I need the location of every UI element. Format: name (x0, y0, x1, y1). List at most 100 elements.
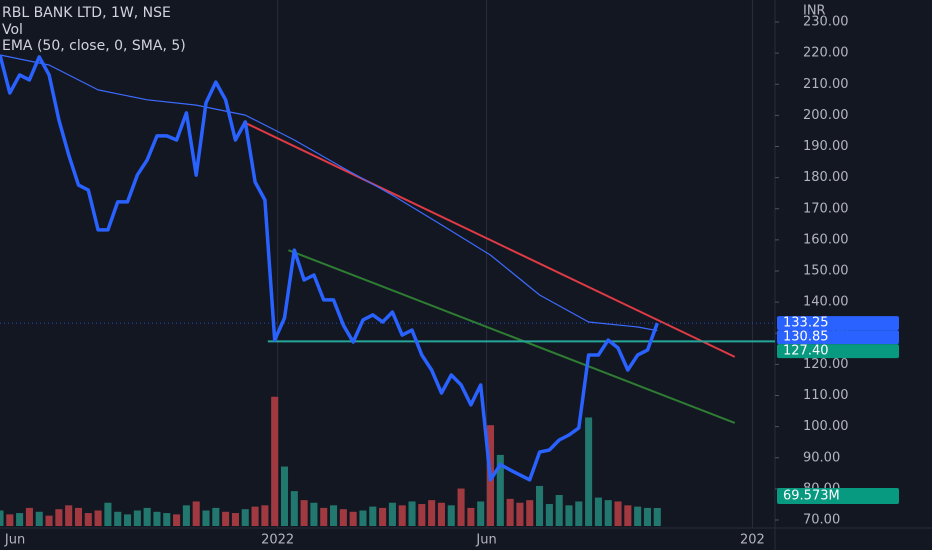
volume-bar (16, 513, 24, 526)
volume-bar (565, 505, 573, 526)
volume-bar (536, 485, 544, 526)
volume-bar (320, 507, 328, 526)
unit-label: INR (803, 4, 826, 19)
volume-bar (94, 510, 102, 526)
volume-bar (84, 513, 92, 526)
volume-bar (467, 507, 475, 526)
price-tag (777, 330, 899, 345)
volume-bar (496, 454, 504, 526)
price-tag (777, 316, 899, 331)
volume-bar (74, 507, 83, 526)
volume-bar (506, 498, 514, 526)
trend-line (242, 121, 736, 358)
volume-tag (777, 488, 899, 505)
volume-bar (182, 505, 190, 526)
y-tick-label: 110.00 (803, 388, 849, 403)
y-tick-label: 220.00 (803, 46, 849, 61)
volume-bar (104, 502, 112, 526)
price-tag-label: 133.25 (783, 316, 829, 331)
volume-bar (173, 514, 181, 526)
price-tag (777, 344, 899, 359)
y-tick-label: 190.00 (803, 139, 849, 154)
x-tick-label: 2022 (261, 533, 294, 548)
volume-bar (290, 491, 298, 526)
volume-bar (0, 510, 4, 526)
price-tag-label: 130.85 (783, 330, 829, 345)
volume-bar (457, 488, 465, 526)
volume-bar (398, 505, 406, 526)
volume-bar (575, 501, 583, 526)
volume-bar (310, 502, 318, 526)
indicator-legend: EMA (50, close, 0, SMA, 5) (2, 38, 186, 54)
y-tick-label: 100.00 (803, 419, 849, 434)
volume-bar (133, 510, 141, 526)
y-tick-label: 160.00 (803, 232, 849, 247)
volume-bar (477, 501, 485, 526)
volume-legend: Vol (2, 22, 23, 38)
volume-bar (359, 510, 367, 526)
volume-tag-label: 69.573M (783, 489, 840, 504)
x-tick-label: Jun (4, 533, 25, 548)
volume-bar (114, 511, 122, 526)
volume-bar (545, 504, 553, 526)
volume-bar (192, 501, 200, 526)
volume-bar (653, 508, 661, 526)
volume-bar (231, 513, 239, 526)
volume-bar (388, 502, 396, 526)
volume-bar (35, 511, 43, 526)
volume-bar (437, 502, 445, 526)
volume-bar (379, 507, 387, 526)
volume-bar (634, 506, 642, 526)
volume-bar (6, 514, 14, 526)
volume-bar (594, 497, 602, 526)
volume-bar (516, 502, 524, 526)
price-line (0, 54, 659, 482)
volume-bar (418, 504, 426, 526)
trend-line (288, 249, 736, 424)
volume-bar (604, 500, 612, 526)
volume-bar (643, 507, 651, 526)
volume-bar (428, 500, 436, 526)
y-tick-label: 230.00 (803, 15, 849, 30)
plot (0, 0, 775, 528)
y-tick-label: 120.00 (803, 357, 849, 372)
volume-bar (45, 515, 53, 526)
volume-bar (339, 509, 347, 526)
volume-bar (25, 507, 33, 526)
volume-bar (55, 509, 63, 526)
y-tick-label: 90.00 (803, 450, 840, 465)
volume-bar (124, 514, 132, 526)
y-tick-label: 180.00 (803, 170, 849, 185)
volume-bar (300, 500, 308, 526)
volume-bar (143, 507, 151, 526)
y-tick-label: 170.00 (803, 201, 849, 216)
volume-bar (261, 505, 269, 526)
volume-bar (280, 466, 289, 526)
volume-bar (349, 511, 357, 526)
volume-bar (202, 510, 210, 526)
volume-bar (526, 500, 534, 526)
volume-bar (369, 506, 377, 526)
volume-bar (447, 505, 455, 526)
volume-bar (614, 501, 622, 526)
volume-bar (153, 511, 161, 526)
volume-bar (65, 505, 73, 526)
y-tick-label: 150.00 (803, 264, 849, 279)
volume-bar (555, 494, 563, 526)
volume-bar (163, 513, 171, 526)
volume-bar (585, 417, 593, 526)
x-tick-label: 202 (740, 533, 765, 548)
x-tick-label: Jun (475, 533, 496, 548)
volume-bar (271, 396, 279, 526)
y-tick-label: 70.00 (803, 513, 840, 528)
ema-line (0, 54, 658, 332)
volume-bar (408, 501, 416, 526)
volume-bar (241, 509, 249, 526)
volume-bar (212, 507, 220, 526)
price-tag-label: 127.40 (783, 344, 829, 359)
y-tick-label: 210.00 (803, 77, 849, 92)
y-tick-label: 200.00 (803, 108, 849, 123)
volume-bar (222, 511, 230, 526)
